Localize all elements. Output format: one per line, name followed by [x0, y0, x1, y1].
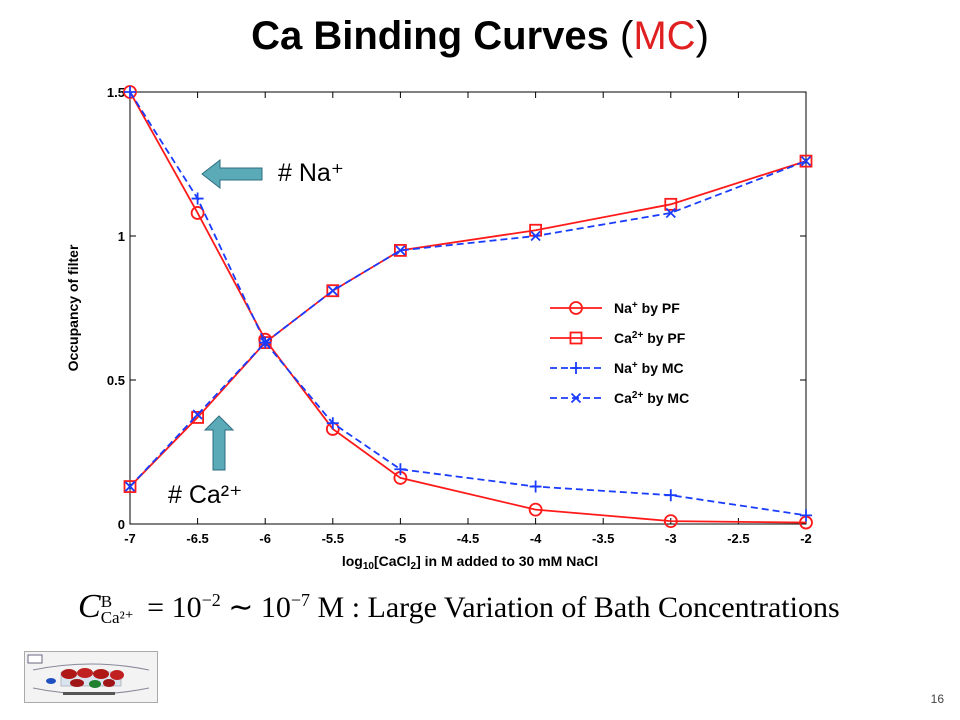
legend-marker-4	[570, 392, 582, 404]
y-tick-label: 1.5	[107, 85, 125, 100]
series-line-4	[129, 160, 807, 488]
formula-text-3: M : Large Variation of Bath Concentratio…	[310, 591, 840, 624]
title-accent: MC	[633, 14, 696, 58]
concentration-formula: CB Ca²⁺ = 10−2 ∼ 10−7 M : Large Variation…	[78, 588, 840, 626]
formula-subsup: B Ca²⁺	[100, 592, 134, 628]
legend-label-2: Ca2+ by PF	[614, 330, 686, 347]
title-main: Ca Binding Curves	[251, 14, 609, 58]
slide-title: Ca Binding Curves (MC)	[0, 14, 960, 59]
formula-subscript: Ca²⁺	[100, 608, 134, 628]
formula-text-2: ∼ 10	[220, 591, 291, 624]
page-number: 16	[930, 692, 944, 706]
series-3-point	[664, 489, 677, 502]
series-2-point	[799, 154, 813, 168]
y-tick-label: 1	[118, 229, 125, 244]
ca-annotation-label: # Ca²⁺	[168, 481, 243, 509]
legend-marker-3	[570, 362, 582, 374]
series-2-point	[326, 284, 340, 298]
series-4-point	[800, 155, 812, 167]
title-paren-open: (	[608, 14, 634, 58]
series-4-point	[395, 245, 406, 256]
series-4-point	[192, 409, 203, 420]
legend-marker-2	[569, 331, 583, 345]
series-2-point	[123, 480, 137, 493]
legend-label-4: Ca2+ by MC	[614, 390, 689, 407]
series-4-point	[665, 207, 676, 219]
formula-text-1: = 10	[139, 591, 202, 624]
series-4-point	[260, 337, 271, 348]
formula-superscript: B	[100, 592, 113, 612]
ca-arrow-icon	[203, 415, 235, 471]
na-arrow-icon	[201, 158, 263, 190]
channel-model-thumbnail	[24, 651, 158, 703]
series-3-point	[800, 509, 812, 522]
channel-model-image	[27, 654, 150, 695]
x-tick-label: -4.5	[457, 531, 479, 546]
legend-label-1: Na+ by PF	[614, 300, 680, 317]
x-tick-label: -5	[395, 531, 407, 546]
x-tick-label: -6	[259, 531, 271, 546]
x-tick-label: -5.5	[322, 531, 344, 546]
series-4-point	[327, 285, 338, 296]
title-paren-close: )	[695, 14, 709, 58]
series-1-point	[190, 206, 205, 220]
series-2-point	[191, 411, 205, 424]
legend-marker-1	[569, 301, 583, 315]
y-tick-label: 0	[118, 517, 125, 532]
series-4-point	[124, 481, 136, 492]
x-tick-label: -6.5	[186, 531, 208, 546]
x-tick-label: -3	[665, 531, 677, 546]
series-4-point	[530, 230, 541, 242]
x-tick-label: -2	[800, 531, 812, 546]
x-tick-label: -3.5	[592, 531, 614, 546]
formula-exp-1: −2	[201, 590, 221, 610]
x-tick-label: -4	[530, 531, 542, 546]
legend-box	[539, 283, 741, 413]
series-3-point	[394, 463, 407, 476]
series-1-point	[528, 502, 543, 517]
x-axis-label: log10[CaCl2] in M added to 30 mM NaCl	[342, 553, 598, 572]
na-annotation-label: # Na⁺	[278, 159, 345, 187]
series-2-point	[664, 197, 678, 211]
series-1-point	[663, 514, 678, 529]
formula-symbol: C	[78, 588, 101, 625]
x-tick-label: -7	[124, 531, 136, 546]
series-3-point	[191, 192, 204, 205]
formula-exp-2: −7	[290, 590, 311, 610]
series-3-point	[326, 417, 339, 430]
y-axis-label: Occupancy of filter	[65, 244, 81, 371]
x-tick-label: -2.5	[727, 531, 749, 546]
series-line-1	[129, 91, 807, 524]
series-3-point	[124, 86, 136, 98]
y-tick-label: 0.5	[107, 373, 125, 388]
legend-label-3: Na+ by MC	[614, 360, 684, 377]
series-3-point	[529, 480, 542, 493]
series-line-3	[129, 91, 807, 517]
